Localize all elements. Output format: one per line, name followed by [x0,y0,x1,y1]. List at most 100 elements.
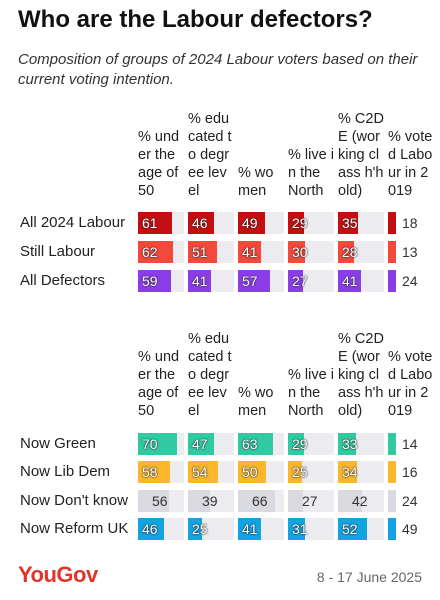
subtitle: Composition of groups of 2024 Labour vot… [18,51,418,88]
bar [188,518,202,540]
bar [338,461,358,483]
value-label: 58 [142,464,158,480]
value-label: 25 [292,464,308,480]
bar [288,518,306,540]
value-label: 46 [142,521,158,537]
row-label: All 2024 Labour [20,214,126,231]
cell: 70 [138,433,184,455]
row-label: Still Labour [20,243,96,260]
value-label: 25 [192,521,208,537]
bar [288,490,304,512]
bar [238,241,261,263]
cell: 30 [288,241,334,263]
value-label: 41 [242,244,258,260]
cell: 63 [238,433,284,455]
bar [388,241,396,263]
value-label: 39 [202,493,218,509]
value-label: 49 [242,215,258,231]
bar [238,461,266,483]
column-header: % live in the North [288,367,334,419]
bar [338,433,357,455]
bar [238,270,270,292]
cell: 46 [188,212,234,234]
value-label: 29 [292,436,308,452]
column-header: % voted Labour in 2019 [388,129,433,199]
value-label: 13 [402,244,418,260]
row-label: Now Don't know [20,492,128,509]
bar [138,241,173,263]
column-header: % women [238,165,274,199]
column-header: % educated to degree level [188,331,232,419]
bar [138,433,178,455]
bar [388,461,396,483]
bar [388,490,396,512]
cell: 13 [388,241,434,263]
value-label: 30 [292,244,308,260]
cell: 41 [188,270,234,292]
column-header: % under the age of 50 [138,129,180,199]
row-label: Now Lib Dem [20,463,111,480]
bar [338,212,358,234]
cell: 56 [138,490,184,512]
cell: 29 [288,212,334,234]
cell: 34 [338,461,384,483]
bar [338,490,362,512]
bar [238,212,266,234]
value-label: 63 [242,436,258,452]
cell: 24 [388,270,434,292]
column-header: % voted Labour in 2019 [388,349,433,419]
value-label: 24 [402,493,418,509]
value-label: 41 [192,273,208,289]
bar [238,490,275,512]
value-label: 34 [342,464,358,480]
column-header: % C2DE (working class h'hold) [338,331,384,419]
cell: 49 [388,518,434,540]
cell: 41 [338,270,384,292]
cell: 62 [138,241,184,263]
value-label: 49 [402,521,418,537]
value-label: 27 [302,493,318,509]
value-label: 14 [402,436,418,452]
bar [138,212,173,234]
cell: 14 [388,433,434,455]
bar [138,490,170,512]
row-label: Now Reform UK [20,520,129,537]
cell: 28 [338,241,384,263]
row-label: Now Green [20,435,96,452]
bar [288,241,305,263]
bar [388,518,396,540]
value-label: 29 [292,215,308,231]
bar [288,212,305,234]
cell: 59 [138,270,184,292]
bar [288,270,304,292]
column-header: % under the age of 50 [138,349,180,419]
bar [188,270,211,292]
bar [188,241,217,263]
value-label: 35 [342,215,358,231]
column-header: % educated to degree level [188,111,232,199]
cell: 25 [188,518,234,540]
cell: 49 [238,212,284,234]
bar [338,518,368,540]
cell: 54 [188,461,234,483]
cell: 33 [338,433,384,455]
value-label: 28 [342,244,358,260]
bar [338,270,361,292]
cell: 66 [238,490,284,512]
value-label: 41 [242,521,258,537]
value-label: 42 [352,493,368,509]
cell: 24 [388,490,434,512]
column-header: % C2DE (working class h'hold) [338,111,384,199]
cell: 61 [138,212,184,234]
bar [388,433,396,455]
bar [238,433,274,455]
cell: 16 [388,461,434,483]
bar [338,241,354,263]
value-label: 33 [342,436,358,452]
bar [388,270,396,292]
cell: 31 [288,518,334,540]
cell: 29 [288,433,334,455]
bar [188,490,210,512]
value-label: 24 [402,273,418,289]
